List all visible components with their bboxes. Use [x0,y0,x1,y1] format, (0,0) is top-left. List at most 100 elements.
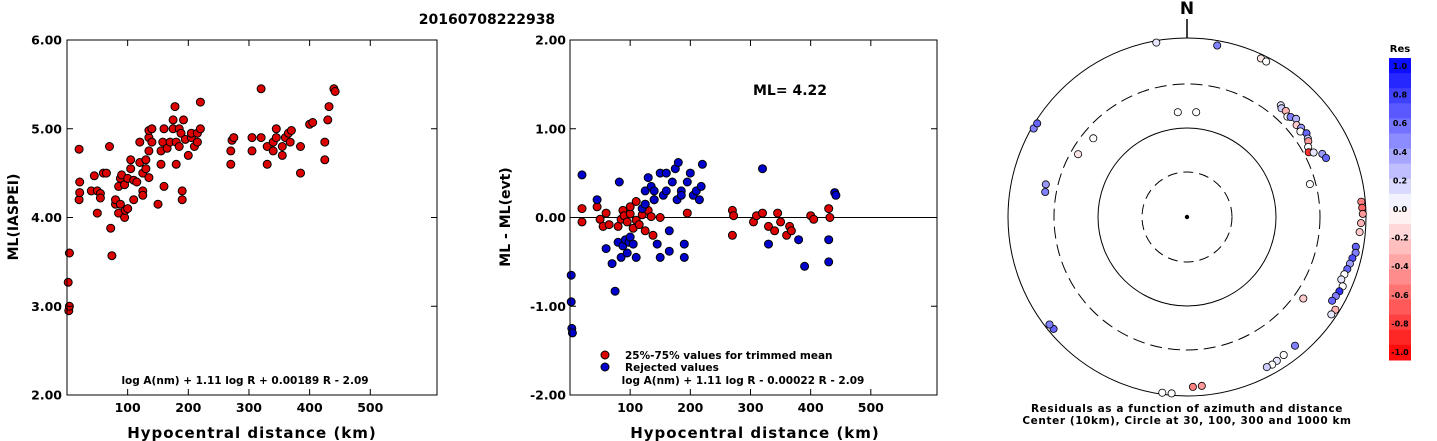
ml-annotation: ML= 4.22 [753,83,827,99]
x-tick-label: 100 [115,400,141,415]
middle-yticks: -2.00 -1.00 0.00 1.00 2.00 [530,33,937,403]
data-point [271,133,281,143]
data-point [320,155,330,165]
data-point [607,259,617,269]
middle-points [566,158,841,338]
station-marker [1152,38,1161,47]
y-tick-label: 0.00 [535,210,566,225]
station-marker [1213,41,1222,50]
data-point [256,84,266,94]
colorbar-tick-label: -1.0 [1391,348,1409,357]
data-point [277,142,287,151]
colorbar-cell [1389,209,1411,225]
left-formula: log A(nm) + 1.11 log R + 0.00189 R - 2.0… [121,375,368,387]
data-point [105,142,114,151]
colorbar-cell [1389,344,1411,361]
data-point [171,159,181,169]
data-point [89,171,99,181]
colorbar-cell [1389,103,1411,119]
ring-100km [1097,127,1277,307]
station-marker [1262,363,1271,372]
data-point [107,251,117,261]
data-point [256,133,266,143]
legend-label-trimmed: 25%-75% values for trimmed mean [625,350,833,362]
colorbar-cell [1389,224,1411,240]
data-point [664,226,674,236]
x-tick-label: 300 [737,400,763,415]
polar-points [1029,38,1367,398]
station-marker [1041,180,1050,189]
station-marker [1167,389,1176,398]
legend-marker-trimmed [600,350,610,360]
data-point [168,115,178,125]
colorbar-cell [1389,269,1411,285]
data-point [661,168,671,178]
data-point [679,252,689,262]
data-point [577,170,587,180]
data-point [176,128,186,138]
data-point [764,239,773,249]
data-point [95,193,105,203]
colorbar-cell [1389,239,1411,255]
data-point [697,159,707,169]
data-point [153,199,163,209]
data-point [324,102,334,112]
data-point [277,150,287,160]
polar-panel: N Residuals as a function of azimuth and… [1007,0,1367,427]
station-marker [1041,187,1050,196]
colorbar-tick-label: 0.4 [1393,148,1408,157]
data-point [694,195,704,205]
epicenter-dot [1184,214,1190,220]
data-point [320,137,330,147]
data-point [649,186,659,196]
data-point [577,217,587,227]
data-point [682,177,692,187]
data-point [648,230,658,240]
colorbar-tick-label: -0.6 [1391,291,1409,300]
data-point [601,244,611,254]
data-point [566,270,576,280]
colorbar-ticks: 1.0 0.8 0.6 0.4 0.2 0.0 -0.2 -0.4 -0.6 -0.8 -1.0 [1391,62,1409,357]
left-y-axis-label: ML(IASPEI) [6,174,22,261]
colorbar-cell [1389,118,1411,134]
station-marker [1358,209,1367,218]
data-point [652,239,662,249]
colorbar-tick-label: -0.2 [1391,234,1409,243]
data-point [74,144,84,154]
data-point [177,186,187,196]
data-point [247,133,257,143]
data-point [144,146,154,156]
data-point [308,118,318,127]
middle-x-axis-label: Hypocentral distance (km) [630,424,880,441]
colorbar-tick-label: -0.4 [1391,262,1409,271]
data-point [667,177,677,187]
data-point [183,150,193,160]
polar-caption-2: Center (10km), Circle at 30, 100, 300 an… [1022,415,1351,427]
data-point [794,235,804,245]
colorbar-cell [1389,133,1411,150]
data-point [727,230,737,240]
station-marker [1158,388,1167,397]
data-point [729,211,739,221]
data-point [640,226,650,236]
data-point [195,124,205,134]
data-point [634,220,644,230]
data-point [75,188,85,198]
colorbar-cell [1389,58,1411,74]
left-yticks: 2.00 3.00 4.00 5.00 6.00 [31,33,437,403]
data-point [592,195,602,205]
data-point [296,142,305,151]
middle-xticks: 100 200 300 400 500 [617,40,884,415]
colorbar-tick-label: 0.0 [1393,205,1408,214]
y-tick-label: 5.00 [31,121,62,136]
data-point [144,173,154,183]
data-point [622,248,632,258]
data-point [262,142,272,151]
station-marker [1322,153,1331,162]
data-point [655,213,665,222]
y-tick-label: 2.00 [535,33,566,48]
x-tick-label: 400 [297,400,323,415]
data-point [247,146,257,156]
data-point [271,124,281,134]
data-point [106,223,116,233]
